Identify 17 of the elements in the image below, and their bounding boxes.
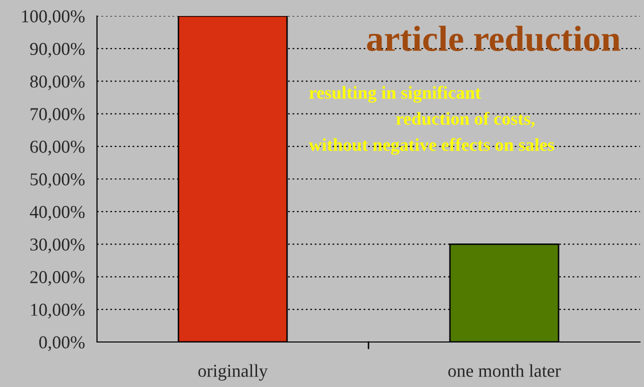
- chart-title: article reduction: [367, 26, 620, 52]
- annotation: reduction of costs,: [396, 112, 535, 128]
- y-tick-label: 70,00%: [30, 108, 85, 123]
- y-tick-label: 50,00%: [30, 173, 85, 188]
- y-tick-label: 30,00%: [30, 238, 85, 254]
- y-tick-label: 40,00%: [30, 206, 85, 221]
- y-tick-label: 90,00%: [30, 42, 85, 58]
- annotation: without negative effects on sales: [308, 138, 554, 155]
- x-tick-label: one month later: [448, 364, 561, 377]
- y-tick-label: 20,00%: [30, 271, 85, 286]
- x-tick-label: originally: [198, 364, 268, 381]
- annotation: resulting in significant: [309, 86, 481, 103]
- y-tick-label: 0,00%: [39, 336, 85, 352]
- y-tick-label: 60,00%: [30, 140, 85, 156]
- y-tick-label: 80,00%: [30, 75, 85, 90]
- y-tick-label: 100,00%: [22, 10, 85, 26]
- y-tick-label: 10,00%: [31, 304, 85, 318]
